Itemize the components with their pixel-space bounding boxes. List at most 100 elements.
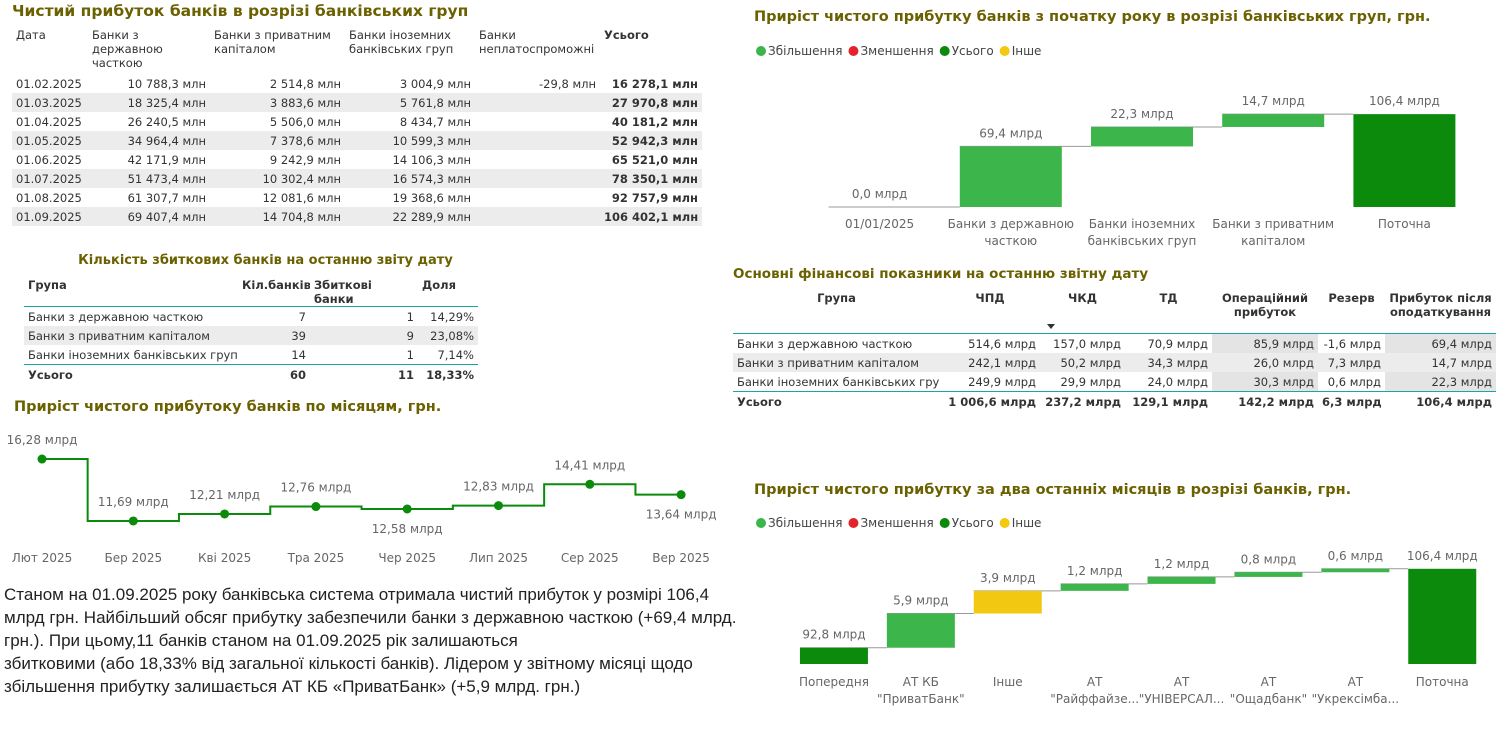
- x-tick-label: Банки з державною часткою: [948, 217, 1074, 248]
- x-tick-label: АТ КБ "ПриватБанк": [877, 675, 965, 706]
- legend-label: Збільшення: [768, 516, 842, 530]
- cell: 106,4 млрд: [1385, 391, 1496, 411]
- row: 01.03.2025 18 325,4 млн 3 883,6 млн 5 761,8…: [12, 93, 702, 112]
- row: Банки іноземних банківських груп 14 1 7,14%: [24, 345, 478, 365]
- point: [585, 479, 595, 489]
- cell: 39: [238, 326, 310, 345]
- table-title: Чистий прибуток банків в розрізі банківс…: [12, 2, 469, 20]
- row: 01.02.2025 10 788,3 млн 2 514,8 млн 3 004,9…: [12, 72, 702, 93]
- row: Банки з приватним капіталом 242,1 млрд 50,…: [733, 353, 1496, 372]
- bar: [1060, 583, 1129, 591]
- cell: 18,33%: [418, 364, 478, 384]
- cell: Банки з приватним капіталом: [733, 353, 940, 372]
- loss-table: Група Кіл.банків Збиткові банки Доля Банки з…: [24, 278, 478, 384]
- cell: -29,8 млн: [539, 76, 596, 91]
- chart-title: Приріст чистого прибутку банків з початк…: [754, 9, 1431, 25]
- point: [311, 502, 321, 512]
- cell: 34,3 млрд: [1125, 353, 1212, 372]
- cell: 27 970,8 млн: [600, 93, 702, 112]
- cell: 12 081,6 млн: [262, 190, 341, 205]
- column-header: Прибуток після оподаткування: [1385, 291, 1496, 334]
- cell: 40 181,2 млн: [611, 114, 698, 129]
- cell: 5 506,0 млн: [269, 114, 341, 129]
- cell: 2 514,8 млн: [269, 76, 341, 91]
- table-title: Основні фінансові показники на останню з…: [733, 266, 1149, 282]
- column-header: ЧПД: [940, 291, 1040, 334]
- cell: 106 402,1 млн: [600, 207, 702, 226]
- cell: 3 883,6 млн: [210, 93, 345, 112]
- data-label: 14,7 млрд: [1242, 94, 1305, 108]
- data-label: 1,2 млрд: [1154, 557, 1210, 571]
- profit-table: Дата Банки з державною часткою Банки з при…: [12, 28, 702, 226]
- cell: Усього: [24, 364, 238, 384]
- cell: 01.02.2025: [16, 76, 82, 91]
- column-header: Група: [24, 278, 238, 307]
- cell: 01.06.2025: [16, 152, 82, 167]
- legend-label: Інше: [1012, 516, 1042, 530]
- x-tick-label: Поточна: [1378, 217, 1431, 231]
- column-header: Операційний прибуток: [1212, 291, 1318, 334]
- legend-label: Збільшення: [768, 44, 842, 58]
- bar: [1234, 572, 1303, 577]
- x-tick-label: Сер 2025: [561, 551, 619, 565]
- data-label: 12,83 млрд: [463, 480, 534, 494]
- cell: 7: [298, 309, 306, 324]
- column-header: Банки іноземних банківських груп: [345, 28, 475, 73]
- legend-label: Усього: [952, 44, 994, 58]
- cell: 51 473,4 млн: [88, 169, 210, 188]
- body: Банки з державною часткою 514,6 млрд 157,0…: [733, 333, 1496, 411]
- legend-label: Зменшення: [860, 516, 933, 530]
- data-label: 5,9 млрд: [893, 593, 949, 607]
- bar: [1321, 568, 1390, 573]
- cell: 514,6 млрд: [968, 336, 1036, 351]
- cell: 60: [238, 364, 310, 384]
- cell: 10 302,4 млн: [210, 169, 345, 188]
- row: Банки іноземних банківських груп 249,9 мл…: [733, 372, 1496, 392]
- x-tick-label: Попередня: [799, 675, 869, 689]
- data-label: 106,4 млрд: [1407, 549, 1478, 563]
- x-tick-label: Чер 2025: [378, 551, 436, 565]
- row: 01.05.2025 34 964,4 млн 7 378,6 млн 10 599,…: [12, 131, 702, 150]
- cell: 01.09.2025: [12, 207, 88, 226]
- x-tick-label: Поточна: [1416, 675, 1469, 689]
- row: Банки з державною часткою 514,6 млрд 157,0…: [733, 333, 1496, 353]
- cell: 7,3 млрд: [1318, 353, 1385, 372]
- column-header: Банки неплатоспроможні: [475, 28, 600, 73]
- column-header: Банки з приватним капіталом: [210, 28, 345, 73]
- cell: -1,6 млрд: [1323, 336, 1381, 351]
- cell: 23,08%: [418, 326, 478, 345]
- cell: 11: [310, 364, 418, 384]
- cell: Банки іноземних банківських груп: [737, 374, 940, 389]
- cell: [475, 112, 600, 131]
- cell: 8 434,7 млн: [399, 114, 471, 129]
- data-label: 1,2 млрд: [1067, 564, 1123, 578]
- cell: Усього: [733, 391, 940, 411]
- data-label: 11,69 млрд: [98, 495, 169, 509]
- data-label: 0,0 млрд: [852, 187, 908, 201]
- chart-title: Приріст чистого прибутку за два останніх…: [754, 482, 1352, 498]
- cell: 157,0 млрд: [1053, 336, 1121, 351]
- column-header: Кіл.банків: [238, 278, 310, 307]
- cell: 29,9 млрд: [1060, 374, 1121, 389]
- cell: [475, 93, 600, 112]
- point: [494, 501, 503, 511]
- legend-label: Зменшення: [860, 44, 933, 58]
- cell: 22 289,9 млн: [345, 207, 475, 226]
- cell: 42 171,9 млн: [127, 152, 206, 167]
- data-label: 22,3 млрд: [1110, 107, 1173, 121]
- cell: 24,0 млрд: [1147, 374, 1208, 389]
- cell: [475, 169, 600, 188]
- header-row: Група Кіл.банків Збиткові банки Доля: [24, 278, 478, 307]
- column-header: Резерв: [1318, 291, 1385, 334]
- row: 01.04.2025 26 240,5 млн 5 506,0 млн 8 434,7…: [12, 112, 702, 131]
- cell: 61 307,7 млн: [127, 190, 206, 205]
- cell: 14: [291, 347, 306, 362]
- cell: [475, 188, 600, 207]
- x-tick-label: АТ "Укрексімба...: [1312, 675, 1400, 706]
- cell: 01.04.2025: [16, 114, 82, 129]
- column-header: Дата: [12, 28, 88, 73]
- cell: [475, 131, 600, 150]
- cell: 7 378,6 млн: [210, 131, 345, 150]
- cell: 1: [406, 309, 414, 324]
